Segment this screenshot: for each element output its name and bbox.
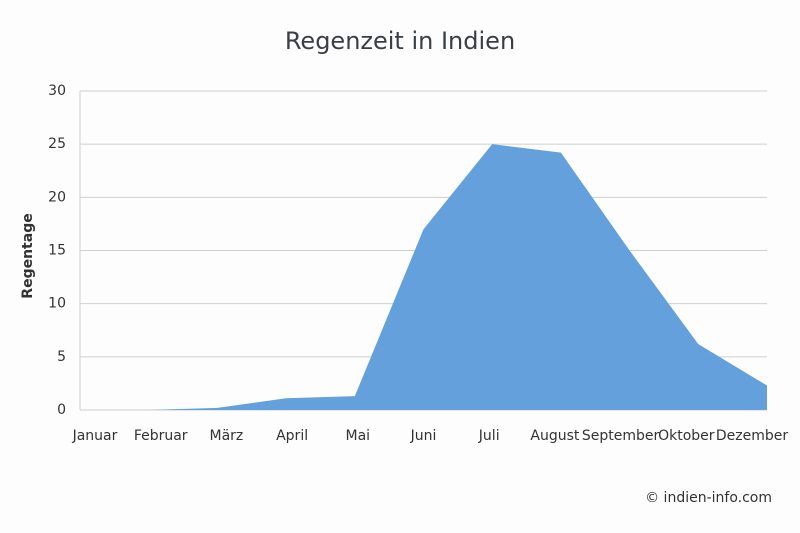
- x-tick-label: August: [530, 428, 580, 444]
- y-tick-label: 5: [57, 349, 66, 365]
- y-axis-label: Regentage: [20, 213, 36, 298]
- source: © indien-info.com: [645, 490, 772, 506]
- y-tick-label: 15: [48, 243, 66, 259]
- area: [80, 144, 767, 410]
- y-tick-label: 30: [48, 83, 66, 99]
- x-tick-label: Januar: [72, 428, 118, 444]
- y-tick-label: 20: [48, 189, 66, 205]
- x-tick-label: Juni: [410, 428, 437, 444]
- y-tick-label: 10: [48, 296, 66, 312]
- x-tick-label: April: [276, 428, 308, 444]
- x-tick-label: September: [582, 428, 660, 444]
- x-tick-label: Juli: [478, 428, 500, 444]
- x-tick-label: März: [210, 428, 244, 444]
- y-tick-label: 25: [48, 136, 66, 152]
- x-tick-label: Oktober: [658, 428, 715, 444]
- chart-title: Regenzeit in Indien: [285, 27, 515, 55]
- x-tick-label: Dezember: [716, 428, 788, 444]
- x-tick-label: Mai: [346, 428, 371, 444]
- y-tick-label: 0: [57, 402, 66, 418]
- x-tick-label: Februar: [134, 428, 188, 444]
